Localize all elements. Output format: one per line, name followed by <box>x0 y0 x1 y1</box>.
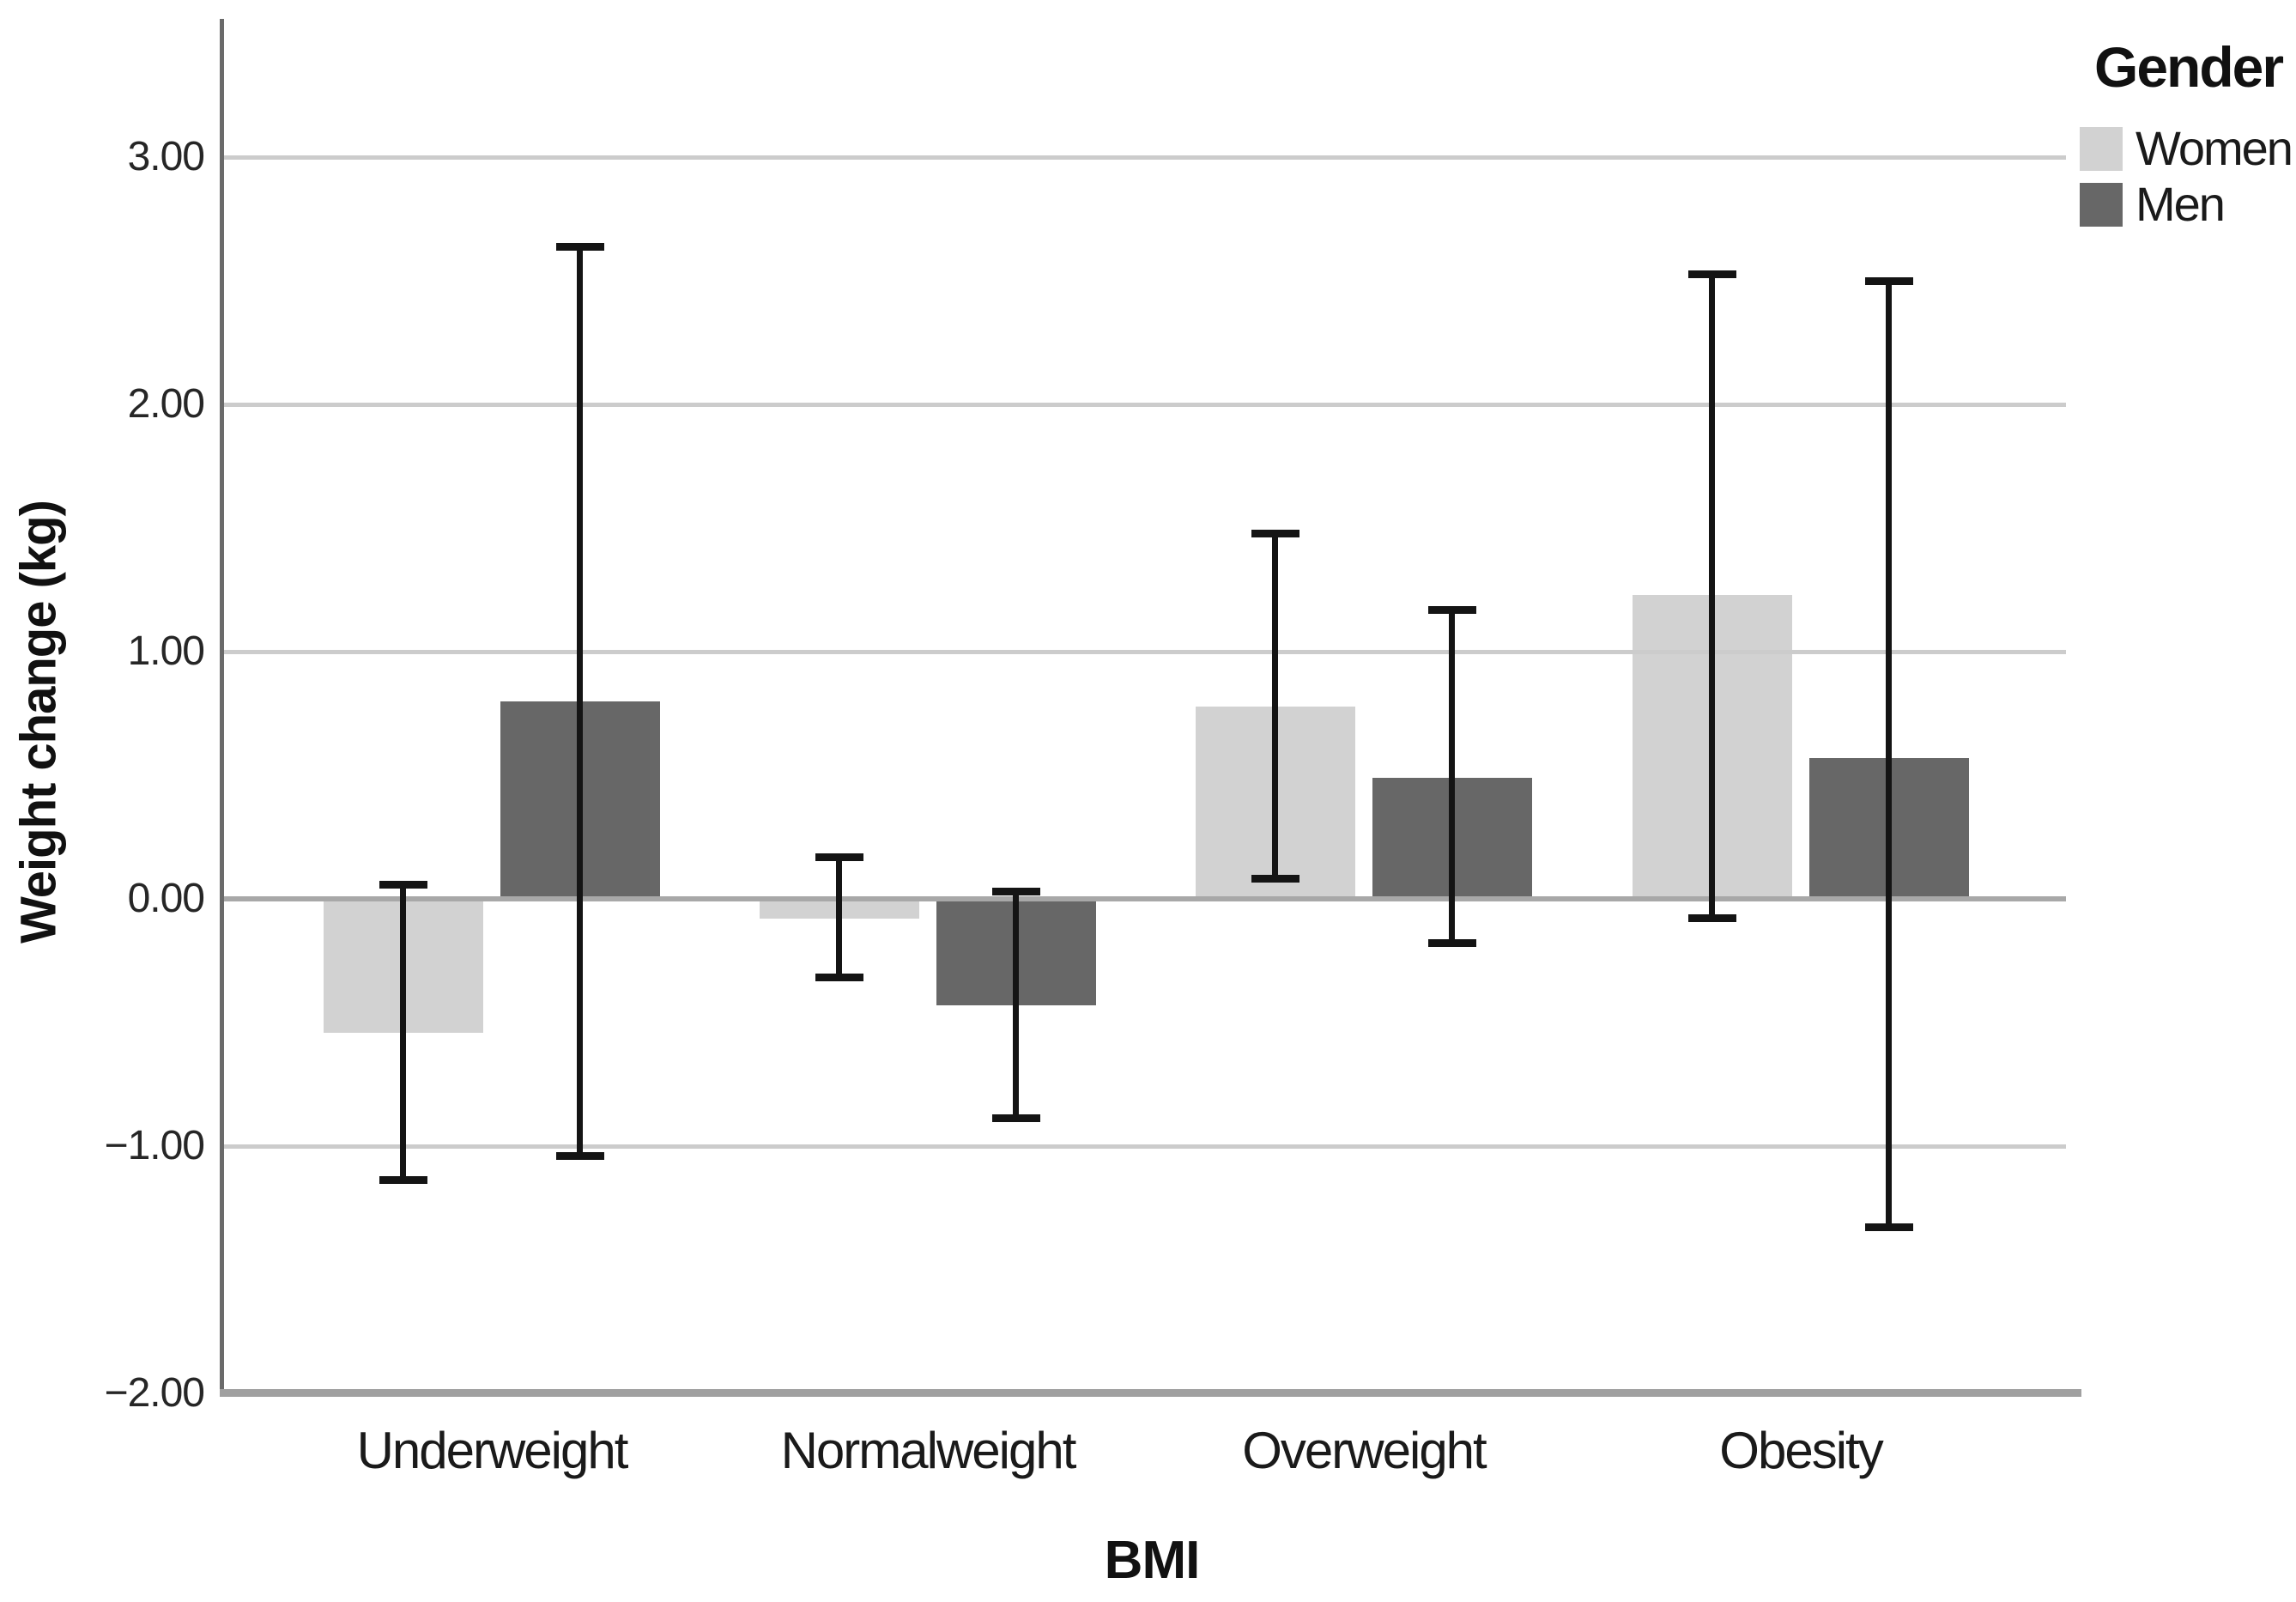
legend-swatch-men <box>2080 183 2123 227</box>
y-tick-label: 2.00 <box>127 381 205 428</box>
error-bar-line <box>1013 891 1019 1120</box>
error-bar-cap-top <box>1688 270 1736 278</box>
error-bar-cap-top <box>992 888 1040 896</box>
y-tick-label: 1.00 <box>127 628 205 675</box>
zero-gridline <box>224 896 2066 902</box>
error-bar-cap-bottom <box>1251 875 1299 883</box>
error-bar-cap-top <box>379 880 427 889</box>
legend-title: Gender <box>2094 35 2284 99</box>
error-bar-cap-top <box>815 853 863 862</box>
y-tick-label: 0.00 <box>127 876 205 922</box>
x-category-label: Overweight <box>1242 1422 1487 1479</box>
error-bar-line <box>1886 281 1892 1229</box>
error-bar-cap-bottom <box>556 1151 604 1160</box>
error-bar-cap-bottom <box>1865 1223 1913 1232</box>
error-bar-cap-bottom <box>815 974 863 982</box>
error-bar-line <box>1272 532 1278 880</box>
x-category-label: Normalweight <box>780 1422 1077 1479</box>
error-bar-line <box>1449 610 1455 944</box>
error-bar-cap-top <box>1428 606 1476 615</box>
y-tick-label: 3.00 <box>127 134 205 180</box>
error-bar-cap-bottom <box>379 1176 427 1185</box>
legend-swatch-women <box>2080 127 2123 171</box>
y-axis-line <box>220 19 224 1397</box>
error-bar-cap-bottom <box>1688 914 1736 923</box>
gridline <box>224 402 2066 407</box>
error-bar-line <box>1709 273 1715 919</box>
gridline <box>224 649 2066 654</box>
y-axis-title-text: Weight change (kg) <box>10 501 67 944</box>
legend-label-women: Women <box>2135 121 2293 175</box>
error-bar-cap-bottom <box>992 1114 1040 1123</box>
x-category-label: Obesity <box>1719 1422 1883 1479</box>
error-bar-cap-top <box>1865 277 1913 286</box>
error-bar-line <box>400 883 406 1181</box>
legend-label-men: Men <box>2135 177 2226 231</box>
error-bar-line <box>836 857 842 979</box>
gridline <box>224 1144 2066 1149</box>
x-category-label: Underweight <box>356 1422 629 1479</box>
error-bar-cap-top <box>556 242 604 251</box>
x-axis-line <box>220 1389 2081 1397</box>
error-bar-line <box>577 246 583 1156</box>
x-axis-title: BMI <box>1104 1531 1201 1590</box>
error-bar-cap-top <box>1251 529 1299 537</box>
gridline <box>224 155 2066 160</box>
error-bar-cap-bottom <box>1428 938 1476 947</box>
y-tick-label: −2.00 <box>104 1370 205 1416</box>
y-tick-label: −1.00 <box>104 1123 205 1169</box>
